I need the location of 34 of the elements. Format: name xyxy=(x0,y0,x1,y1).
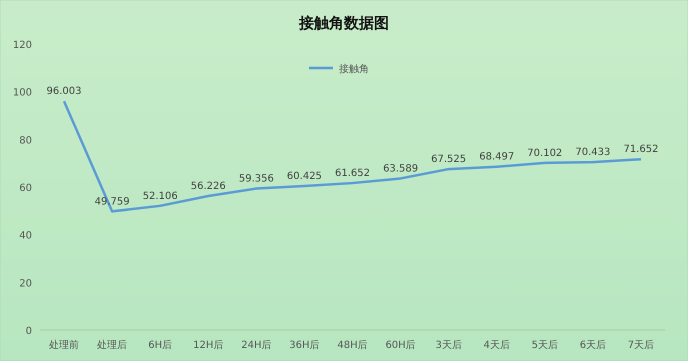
x-tick-label: 6H后 xyxy=(148,339,172,351)
y-tick-label: 120 xyxy=(12,40,32,51)
data-label: 61.652 xyxy=(335,168,370,180)
data-label: 96.003 xyxy=(46,86,82,98)
y-tick-label: 60 xyxy=(19,183,32,194)
chart-title: 接触角数据图 xyxy=(298,14,389,32)
data-label: 70.102 xyxy=(527,148,562,159)
legend-label: 接触角 xyxy=(339,63,369,75)
data-label: 60.425 xyxy=(286,170,322,182)
data-label: 70.433 xyxy=(575,147,610,158)
y-tick-label: 80 xyxy=(19,135,32,146)
x-tick-label: 6天后 xyxy=(580,339,606,351)
y-tick-label: 100 xyxy=(12,88,32,99)
data-label: 71.652 xyxy=(623,144,658,156)
data-label: 68.497 xyxy=(479,152,514,163)
x-tick-label: 处理前 xyxy=(49,339,80,351)
x-tick-label: 5天后 xyxy=(532,339,558,351)
x-tick-label: 12H后 xyxy=(193,339,224,351)
data-label: 63.589 xyxy=(383,163,418,174)
x-tick-label: 3天后 xyxy=(435,339,462,351)
data-label: 59.356 xyxy=(238,174,274,185)
data-label: 67.525 xyxy=(431,154,466,166)
data-label: 52.106 xyxy=(142,190,178,202)
x-tick-label: 处理后 xyxy=(97,339,128,351)
x-tick-label: 48H后 xyxy=(337,339,368,351)
x-tick-label: 60H后 xyxy=(385,339,416,351)
x-tick-label: 7天后 xyxy=(628,339,654,351)
x-tick-label: 4天后 xyxy=(484,339,510,351)
y-tick-label: 0 xyxy=(26,326,32,337)
x-tick-label: 36H后 xyxy=(289,339,320,351)
data-label: 56.226 xyxy=(190,180,226,192)
y-tick-label: 20 xyxy=(19,278,32,290)
x-tick-label: 24H后 xyxy=(241,339,272,351)
y-tick-label: 40 xyxy=(19,230,32,242)
